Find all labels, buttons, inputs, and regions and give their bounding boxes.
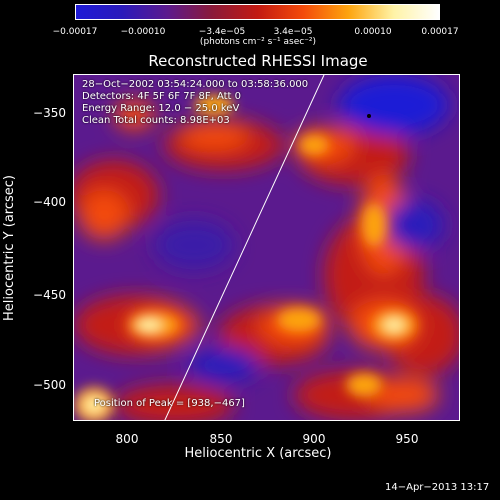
footer-timestamp: 14−Apr−2013 13:17 <box>385 482 490 493</box>
y-axis-label: Heliocentric Y (arcsec) <box>2 175 17 321</box>
y-tick-label: −450 <box>33 288 66 302</box>
colorbar-tick: −0.00017 <box>52 27 98 37</box>
peak-position: Position of Peak = [938,−467] <box>94 398 245 409</box>
observation-info: 28−Oct−2002 03:54:24.000 to 03:58:36.000… <box>82 79 308 127</box>
x-tick-label: 900 <box>302 432 326 446</box>
plot-title: Reconstructed RHESSI Image <box>148 52 368 70</box>
colorbar-tick: −3.4e−05 <box>198 27 246 37</box>
x-tick-label: 850 <box>209 432 233 446</box>
x-tick-label: 950 <box>395 432 419 446</box>
info-detectors: Detectors: 4F 5F 6F 7F 8F, Att 0 <box>82 91 242 102</box>
colorbar-units: (photons cm⁻² s⁻¹ asec⁻²) <box>199 37 317 47</box>
x-tick-label: 800 <box>115 432 139 446</box>
info-clean-counts: Clean Total counts: 8.98E+03 <box>82 115 230 126</box>
rhessi-image-plot: 28−Oct−2002 03:54:24.000 to 03:58:36.000… <box>73 74 460 421</box>
colorbar-tick: −0.00010 <box>120 27 166 37</box>
colorbar <box>75 4 440 20</box>
image-bright-sources <box>74 95 416 420</box>
colorbar-tick: 0.00010 <box>354 27 392 37</box>
peak-marker <box>367 114 371 118</box>
y-tick-label: −400 <box>33 195 66 209</box>
y-tick-label: −500 <box>33 378 66 392</box>
colorbar-tick: 3.4e−05 <box>273 27 313 37</box>
rhessi-image <box>74 75 459 420</box>
x-axis-label: Heliocentric X (arcsec) <box>184 446 332 461</box>
y-tick-label: −350 <box>33 106 66 120</box>
solar-limb-line <box>164 75 325 420</box>
info-energy-range: Energy Range: 12.0 − 25.0 keV <box>82 103 240 114</box>
colorbar-tick: 0.00017 <box>421 27 459 37</box>
info-time-range: 28−Oct−2002 03:54:24.000 to 03:58:36.000 <box>82 79 309 90</box>
